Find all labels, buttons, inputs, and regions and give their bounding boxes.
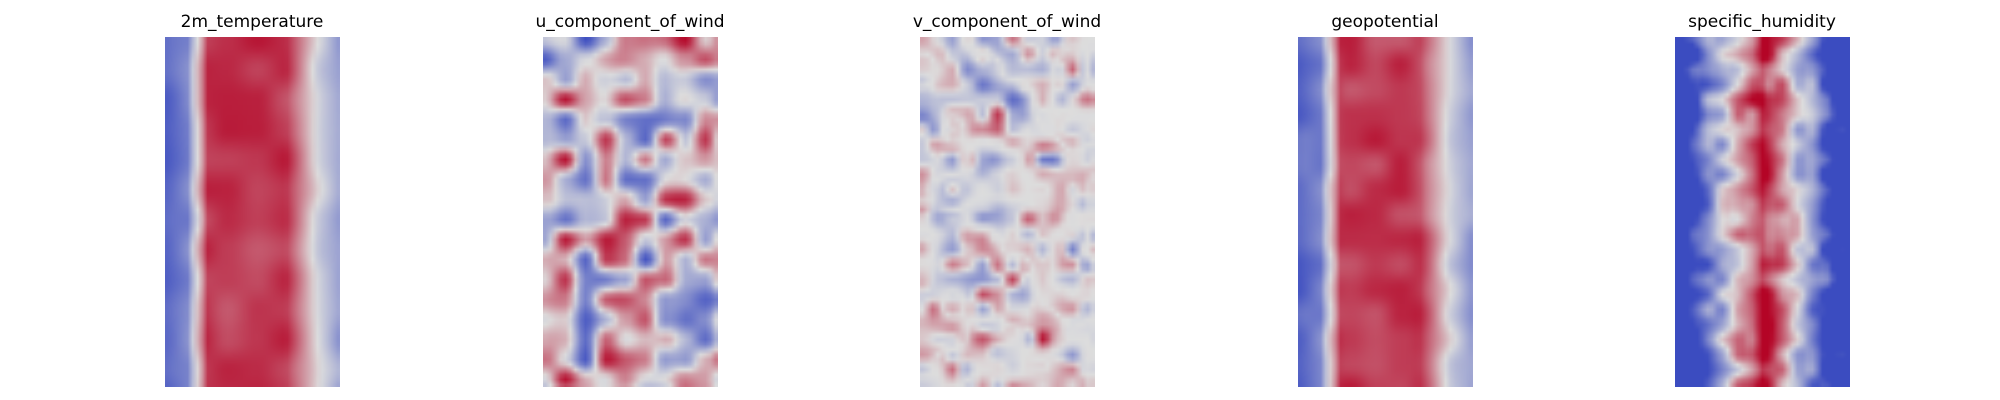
panel-title-geopotential: geopotential [1331, 12, 1439, 32]
heatmap-2m-temperature [165, 37, 340, 387]
panel-title-specific-humidity: specific_humidity [1688, 12, 1836, 32]
panel-title-u-component-of-wind: u_component_of_wind [535, 12, 725, 32]
heatmap-geopotential [1298, 37, 1473, 387]
heatmap-specific-humidity [1675, 37, 1850, 387]
heatmap-v-component-of-wind [920, 37, 1095, 387]
heatmap-u-component-of-wind [543, 37, 718, 387]
panel-title-2m-temperature: 2m_temperature [180, 12, 324, 32]
panel-title-v-component-of-wind: v_component_of_wind [912, 12, 1102, 32]
